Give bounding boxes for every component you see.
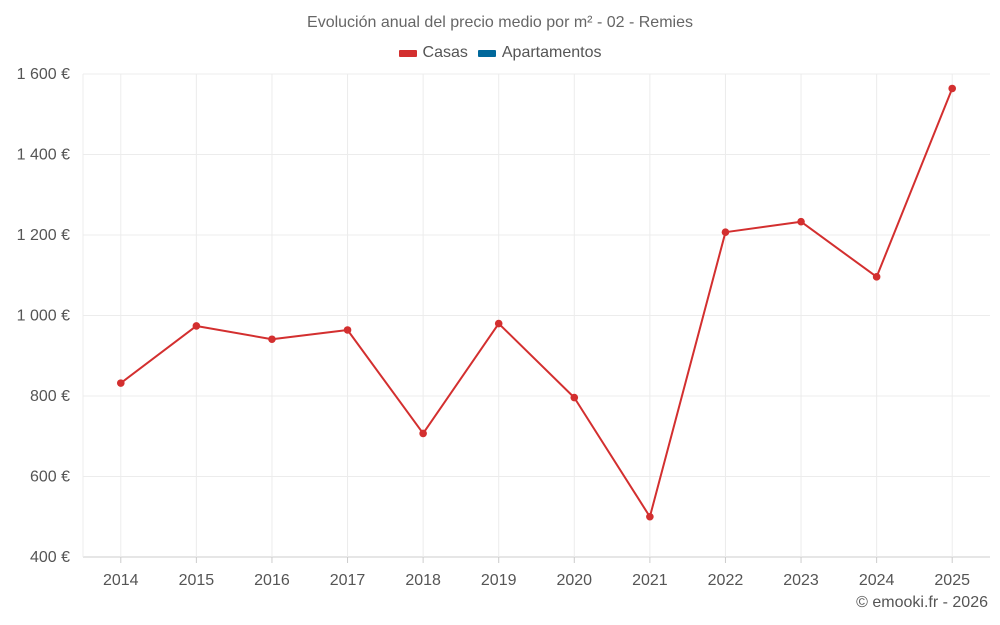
data-point	[872, 273, 881, 281]
data-point	[570, 393, 579, 402]
legend-label-casas: Casas	[422, 44, 468, 61]
x-tick-label: 2023	[783, 572, 819, 589]
data-point	[343, 326, 352, 334]
data-point	[494, 319, 503, 328]
data-point	[268, 335, 276, 344]
y-tick-label: 600 €	[30, 469, 70, 486]
y-tick-label: 1 400 €	[17, 147, 70, 164]
y-tick-label: 1 200 €	[17, 227, 70, 244]
y-tick-label: 400 €	[30, 549, 70, 566]
x-tick-label: 2014	[103, 572, 139, 589]
y-tick-label: 800 €	[30, 388, 70, 405]
credit-text: © emooki.fr - 2026	[856, 594, 988, 611]
data-point	[419, 429, 427, 438]
x-tick-label: 2015	[179, 572, 215, 589]
chart-title: Evolución anual del precio medio por m² …	[307, 14, 693, 31]
legend-swatch-apartamentos	[477, 49, 496, 57]
x-tick-label: 2022	[708, 572, 744, 589]
data-point	[192, 322, 201, 330]
series-line-casas	[120, 88, 954, 518]
x-tick-label: 2016	[254, 572, 290, 589]
legend-label-apartamentos: Apartamentos	[501, 44, 602, 61]
x-tick-label: 2019	[481, 572, 517, 589]
x-tick-label: 2024	[859, 572, 895, 589]
y-tick-label: 1 600 €	[17, 66, 70, 83]
legend-item-casas[interactable]: Casas	[398, 44, 468, 62]
legend-swatch-casas	[398, 49, 417, 57]
x-tick-label: 2025	[934, 572, 970, 589]
data-point	[948, 84, 957, 93]
legend-item-apartamentos[interactable]: Apartamentos	[477, 44, 602, 62]
chart-legend: Casas Apartamentos	[0, 44, 1000, 62]
x-tick-label: 2021	[632, 572, 668, 589]
x-tick-label: 2017	[330, 572, 366, 589]
x-tick-label: 2020	[556, 572, 592, 589]
y-tick-label: 1 000 €	[17, 308, 70, 325]
data-point	[797, 217, 805, 226]
data-point	[721, 228, 730, 236]
data-point	[646, 512, 654, 521]
data-point	[116, 379, 125, 387]
x-tick-label: 2018	[405, 572, 441, 589]
